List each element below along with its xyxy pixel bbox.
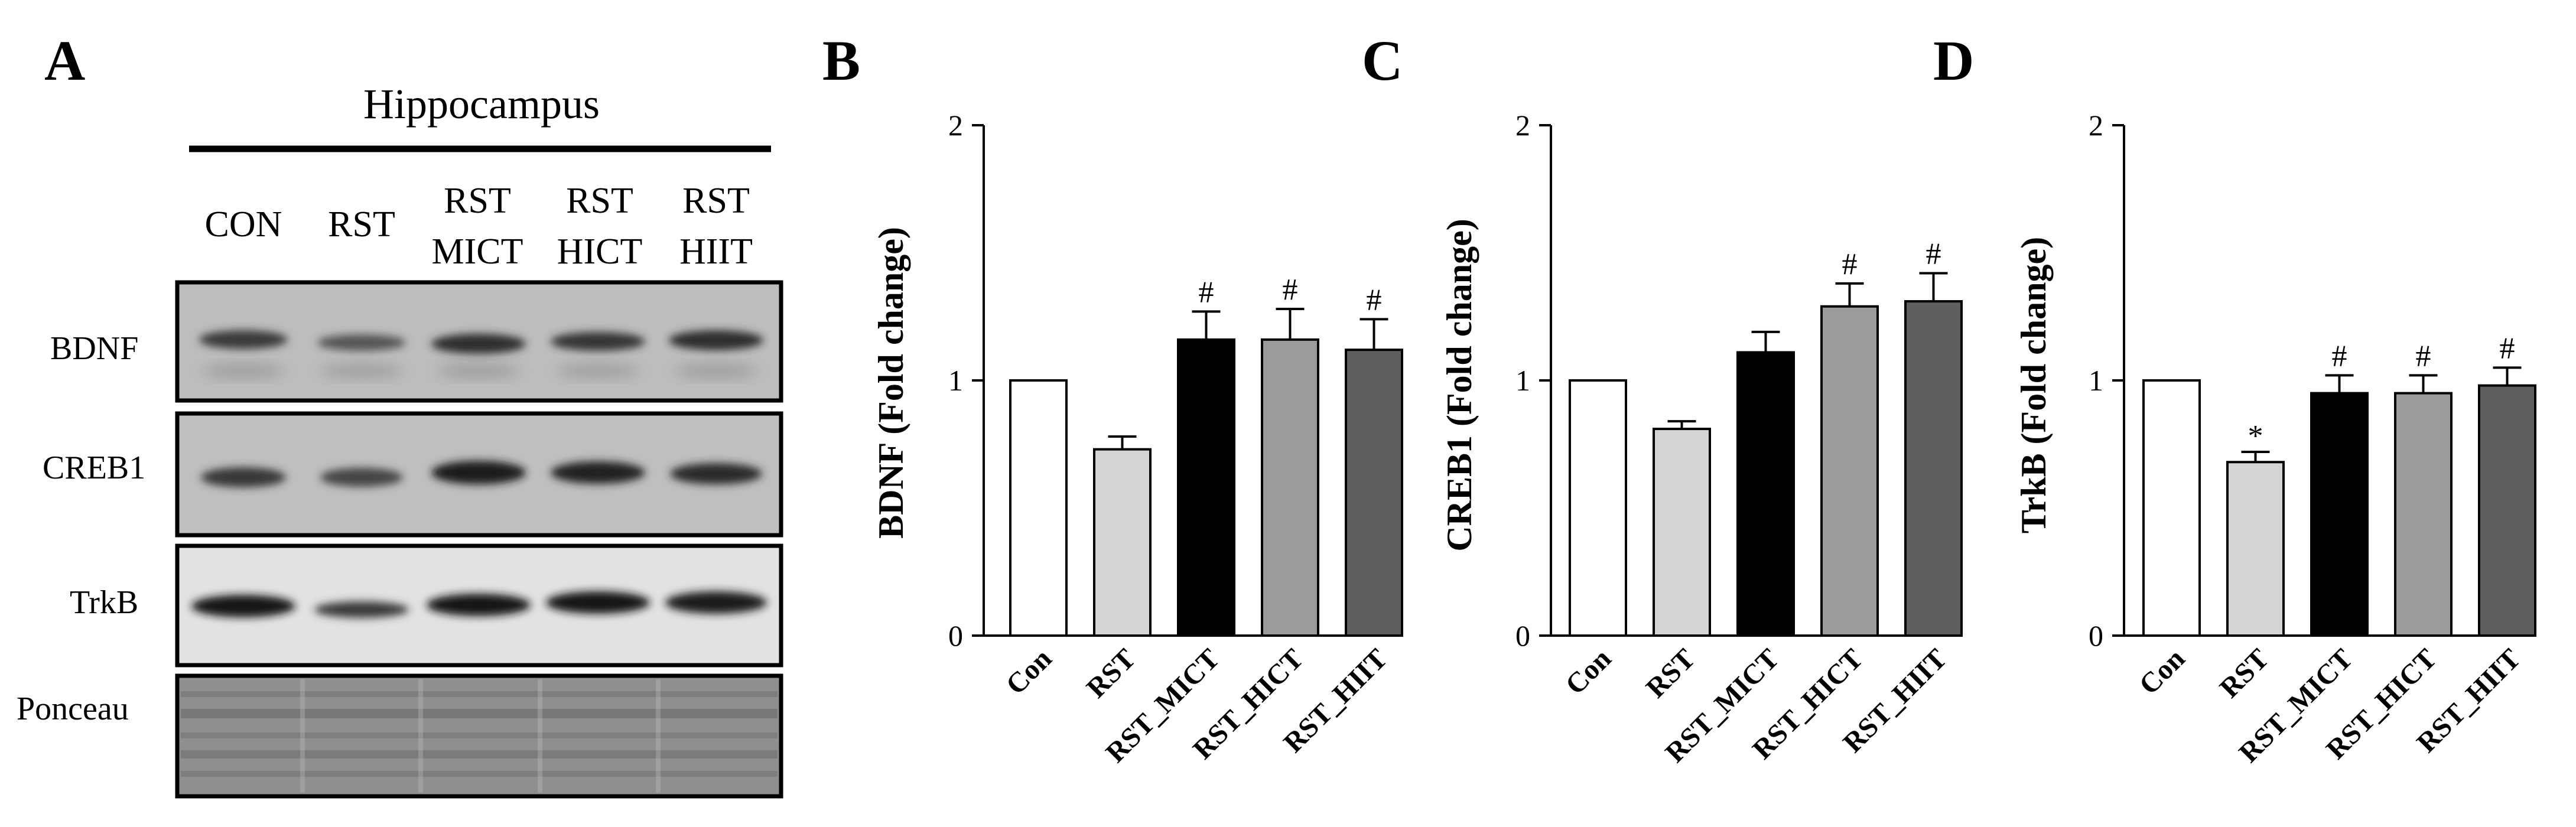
chart-c-xtick-con: Con [1559, 643, 1617, 701]
chart-b-ytick-0: 0 [948, 619, 963, 652]
chart-c-ytick-2: 2 [1515, 109, 1530, 142]
chart-b-bar-rst-mict [1177, 338, 1235, 637]
chart-b-bar-con [1009, 379, 1068, 637]
chart-b-bar-rst [1093, 448, 1152, 637]
lane-label-rst-hiit-line1: RST [682, 181, 750, 221]
chart-c-bar-rst-hiit [1904, 300, 1963, 637]
chart-c-errorbar-rst-mict [1751, 330, 1780, 353]
chart-c-xticks: Con RST RST_MICT RST_HICT RST_HIIT [1559, 643, 1953, 769]
region-title: Hippocampus [363, 80, 600, 128]
chart-b-sig-rst-mict: # [1199, 275, 1214, 309]
chart-d-xticks: Con RST RST_MICT RST_HICT RST_HIIT [2133, 643, 2526, 769]
chart-d-errorbar-rst-hiit [2493, 366, 2522, 386]
chart-c-bar-con [1569, 379, 1627, 637]
blot-label-bdnf: BDNF [50, 330, 138, 367]
chart-b-errorbar-rst-mict [1192, 310, 1221, 340]
chart-d-sig-rst-hiit: # [2500, 331, 2515, 365]
blot-image-ponceau [175, 673, 783, 799]
lane-label-rst-hict-line1: RST [566, 181, 633, 221]
panel-letter-c: C [1362, 29, 1403, 92]
chart-c-bar-rst-hict [1820, 305, 1879, 637]
chart-c-bar-rst-mict [1736, 351, 1795, 637]
chart-b-ylabel: BDNF (Fold change) [871, 227, 910, 539]
chart-b-sig-rst-hict: # [1283, 273, 1298, 307]
blot-label-trkb: TrkB [70, 584, 138, 621]
chart-c-error-bars [1667, 272, 1948, 429]
chart-d-error-bars [2241, 366, 2522, 463]
chart-c-ytick-1: 1 [1515, 364, 1530, 397]
lane-label-rst-mict-line2: MICT [432, 232, 523, 272]
lane-labels: CON RST RST MICT RST HICT RST HIIT [205, 181, 753, 272]
panel-letter-a: A [44, 29, 85, 92]
chart-b-errorbar-rst-hiit [1359, 318, 1388, 350]
chart-d-sig-rst-hict: # [2416, 339, 2431, 373]
chart-b-errorbar-rst [1108, 435, 1137, 450]
blot-image-creb1 [175, 411, 783, 538]
chart-d-ytick-0: 0 [2089, 619, 2103, 652]
chart-b-xtick-con: Con [1000, 643, 1058, 701]
lane-label-rst-hict-line2: HICT [557, 232, 643, 272]
chart-d-sig-rst-mict: # [2332, 339, 2347, 373]
chart-d: D TrkB (Fold change) 0 1 2 * # # # [1933, 29, 2536, 769]
chart-c-ylabel: CREB1 (Fold change) [1440, 219, 1479, 551]
blot-image-bdnf [175, 280, 783, 403]
chart-b-sig-rst-hiit: # [1367, 283, 1382, 317]
chart-d-bars [2142, 379, 2536, 637]
chart-b-xtick-rst: RST [1081, 643, 1142, 704]
chart-c-errorbar-rst-hiit [1919, 272, 1948, 302]
chart-d-ytick-1: 1 [2089, 364, 2103, 397]
blot-label-creb1: CREB1 [43, 450, 145, 486]
western-blot-panel: A Hippocampus CON RST RST MICT RST HICT … [17, 29, 783, 799]
chart-d-bar-rst [2226, 461, 2285, 637]
chart-d-ytick-2: 2 [2089, 109, 2103, 142]
chart-d-bar-rst-hict [2394, 392, 2453, 637]
lane-label-rst-hiit-line2: HIIT [679, 232, 753, 272]
chart-c-bar-rst [1653, 428, 1711, 637]
lane-label-rst-mict-line1: RST [444, 181, 511, 221]
chart-c-bars [1569, 300, 1963, 637]
chart-b-ytick-1: 1 [948, 364, 963, 397]
chart-d-annotations: * # # # [2248, 331, 2515, 453]
chart-c: C CREB1 (Fold change) 0 1 2 # # Con [1362, 29, 1963, 769]
blot-image-trkb [175, 543, 783, 668]
chart-d-errorbar-rst-hict [2409, 374, 2438, 393]
chart-d-xtick-con: Con [2133, 643, 2191, 701]
chart-c-sig-rst-hict: # [1842, 248, 1858, 281]
chart-c-errorbar-rst [1667, 420, 1696, 429]
chart-c-sig-rst-hiit: # [1926, 237, 1941, 271]
chart-c-xtick-rst: RST [1640, 643, 1702, 704]
chart-d-bar-con [2142, 379, 2201, 637]
panel-letter-d: D [1933, 29, 1974, 92]
chart-b-bar-rst-hict [1261, 338, 1319, 637]
panel-letter-b: B [822, 29, 860, 92]
chart-b-errorbar-rst-hict [1276, 308, 1305, 340]
chart-b: B BDNF (Fold change) 0 1 2 # # # Con [822, 29, 1403, 769]
chart-d-bar-rst-hiit [2478, 384, 2536, 637]
chart-d-bar-rst-mict [2310, 392, 2369, 637]
chart-b-annotations: # # # [1199, 273, 1382, 317]
chart-c-annotations: # # [1842, 237, 1941, 281]
chart-c-ytick-0: 0 [1515, 619, 1530, 652]
chart-d-errorbar-rst [2241, 450, 2270, 463]
chart-d-ylabel: TrkB (Fold change) [2014, 237, 2053, 533]
chart-b-error-bars [1108, 308, 1388, 450]
chart-b-bar-rst-hiit [1345, 349, 1403, 637]
chart-b-ytick-2: 2 [948, 109, 963, 142]
lane-label-rst: RST [328, 204, 395, 245]
chart-b-bars [1009, 338, 1403, 637]
lane-label-con: CON [205, 204, 282, 245]
chart-d-xtick-rst: RST [2214, 643, 2275, 704]
chart-c-errorbar-rst-hict [1835, 282, 1864, 307]
chart-b-xticks: Con RST RST_MICT RST_HICT RST_HIIT [1000, 643, 1393, 769]
chart-d-errorbar-rst-mict [2325, 374, 2354, 393]
chart-d-sig-rst: * [2248, 419, 2263, 453]
blot-label-ponceau: Ponceau [17, 691, 129, 727]
